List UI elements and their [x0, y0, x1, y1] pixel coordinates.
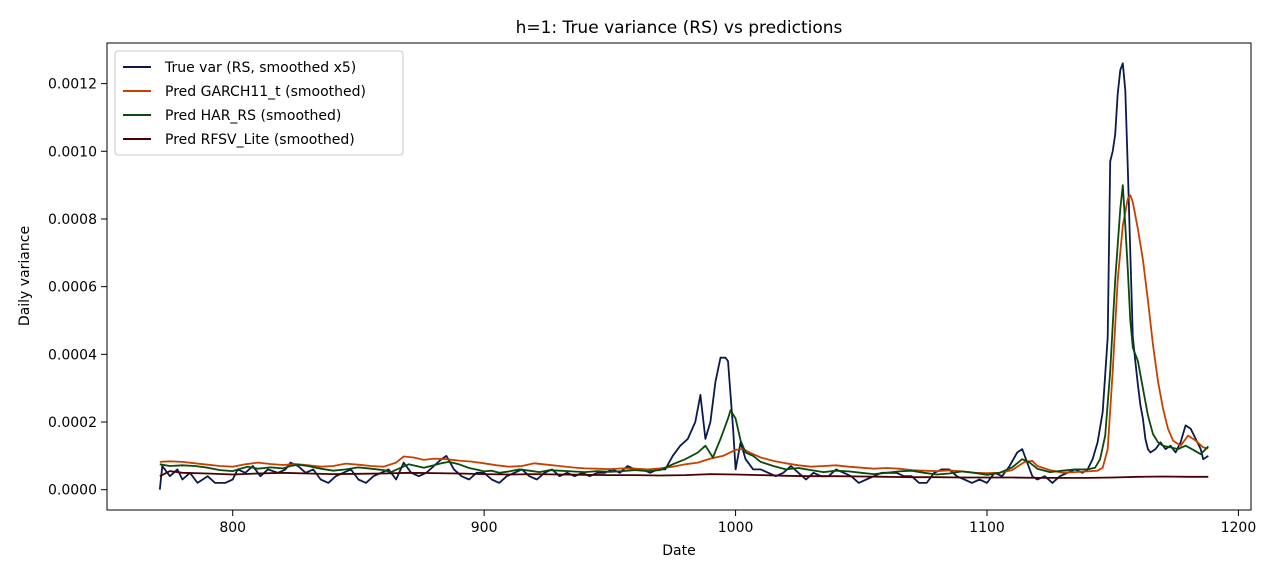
chart-title: h=1: True variance (RS) vs predictions [516, 18, 843, 38]
x-tick-label: 1200 [1221, 520, 1257, 536]
x-tick-label: 1100 [969, 520, 1005, 536]
legend-box [114, 50, 404, 156]
y-tick-label: 0.0012 [48, 77, 97, 93]
legend-label: True var (RS, smoothed x5) [164, 60, 356, 76]
plot-frame [106, 42, 1252, 511]
series-line-4 [159, 470, 1209, 479]
y-axis: 0.0000 0.0002 0.0004 0.0006 0.0008 0.0010 0.00… [48, 77, 107, 499]
x-tick-label: 800 [219, 520, 246, 536]
y-tick-label: 0.0008 [48, 212, 97, 228]
x-axis: 800 900 1000 1100 1200 [219, 510, 1256, 536]
y-tick-label: 0.0010 [48, 144, 97, 160]
legend-label: Pred HAR_RS (smoothed) [165, 108, 341, 124]
x-tick-label: 1000 [718, 520, 754, 536]
series-line-2 [159, 194, 1209, 474]
y-tick-label: 0.0004 [48, 347, 97, 363]
legend-label: Pred RFSV_Lite (smoothed) [165, 132, 355, 148]
x-axis-label: Date [662, 543, 695, 559]
y-axis-label: Daily variance [17, 226, 33, 326]
series-line-1 [158, 62, 1209, 490]
legend-label: Pred GARCH11_t (smoothed) [165, 84, 366, 100]
legend: True var (RS, smoothed x5) Pred GARCH11_t… [114, 50, 404, 156]
x-tick-label: 900 [471, 520, 498, 536]
y-tick-label: 0.0002 [48, 415, 97, 431]
y-tick-label: 0.0006 [48, 280, 97, 296]
y-tick-label: 0.0000 [48, 483, 97, 499]
plot-lines [158, 62, 1209, 490]
series-line-3 [159, 184, 1209, 476]
